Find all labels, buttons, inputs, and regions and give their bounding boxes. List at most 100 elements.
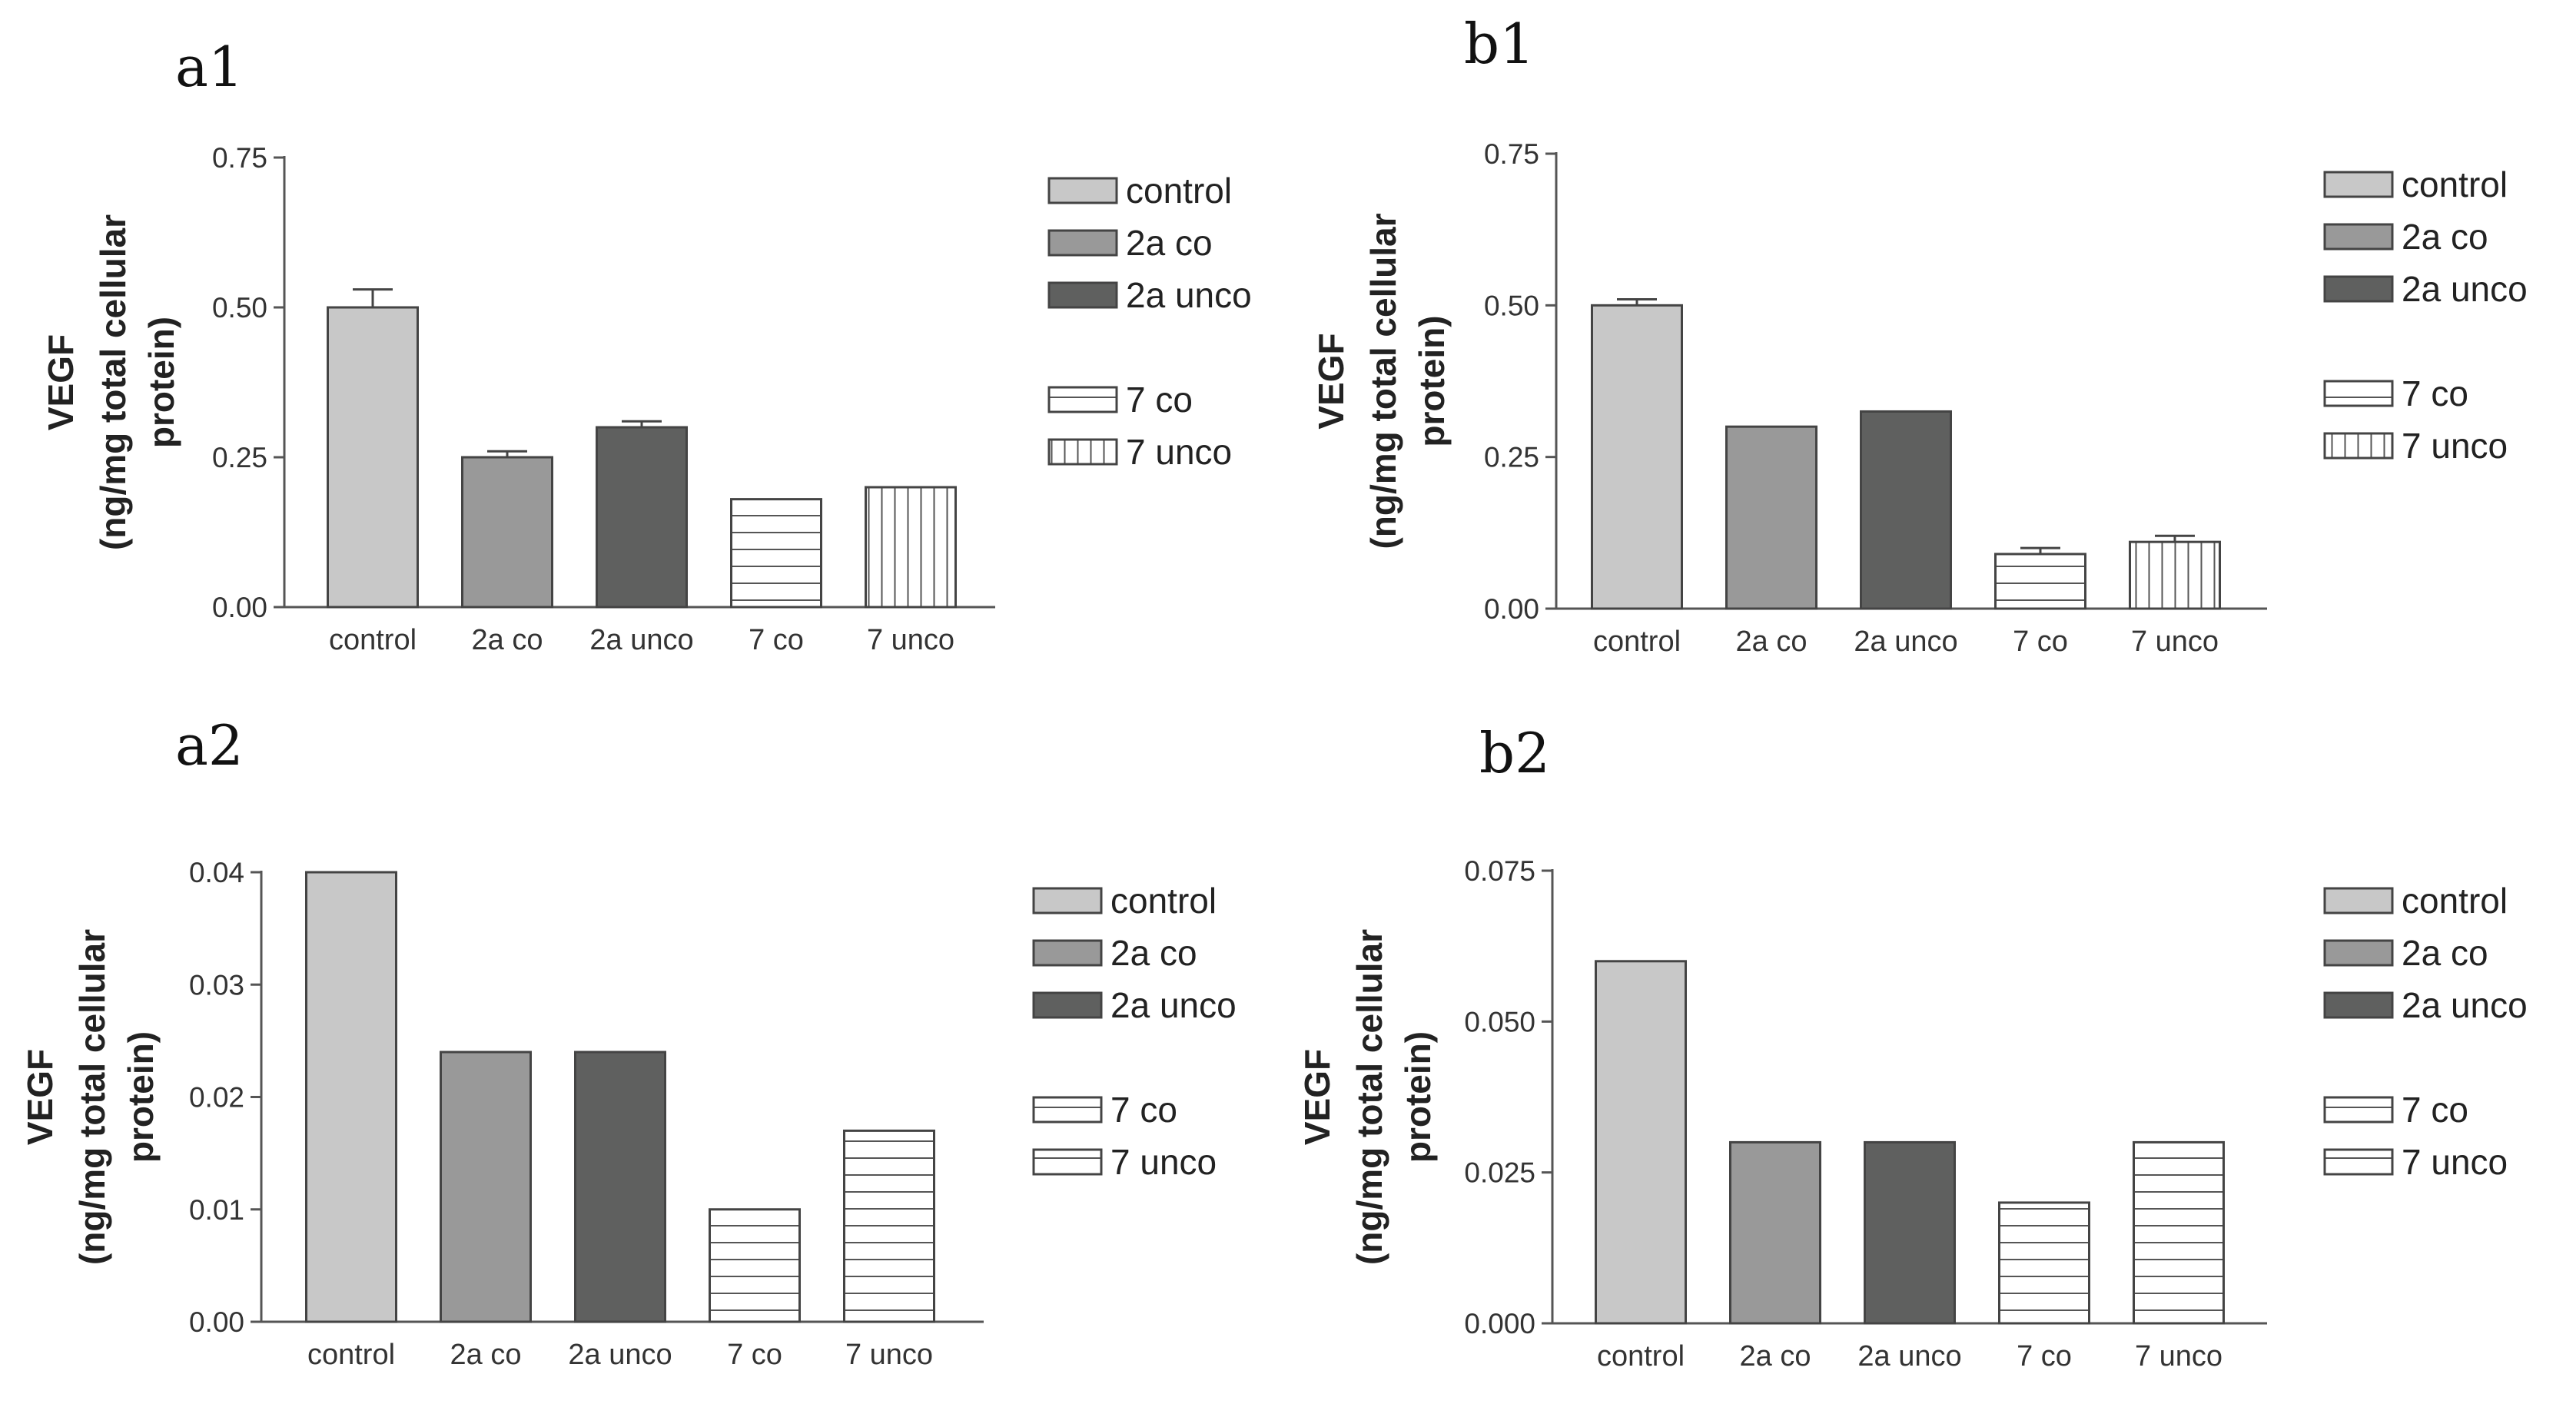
legend-label: control xyxy=(1126,171,1232,211)
legend-swatch xyxy=(1032,1096,1103,1124)
bar-control xyxy=(1591,304,1683,610)
bar-7-unco xyxy=(865,486,957,609)
x-tick-label: 2a co xyxy=(1736,626,1808,658)
y-tick-label: 0.00 xyxy=(1484,593,1539,625)
y-axis-label: VEGF xyxy=(1297,1049,1337,1145)
chart-panel-b2: b2 VEGF (ng/mg total cellular protein) 0.000… xyxy=(1297,721,2528,1373)
legend-label: 2a unco xyxy=(2402,985,2528,1025)
x-tick-label: 2a co xyxy=(472,624,543,656)
y-tick-label: 0.25 xyxy=(212,442,267,473)
y-tick-label: 0.01 xyxy=(189,1194,244,1226)
bar-2a-unco xyxy=(596,426,688,609)
x-tick-label: control xyxy=(329,624,417,656)
y-tick-label: 0.25 xyxy=(1484,442,1539,473)
x-tick-label: control xyxy=(1597,1340,1685,1373)
x-tick-label: 7 co xyxy=(2017,1340,2072,1373)
legend-swatch xyxy=(2323,887,2394,914)
legend-swatch xyxy=(1032,991,1103,1019)
x-tick-label: 2a unco xyxy=(568,1339,672,1371)
legend-label: 7 unco xyxy=(1110,1142,1217,1182)
legend-label: 2a co xyxy=(2402,933,2488,973)
legend-label: 7 co xyxy=(1110,1090,1177,1130)
legend-swatch xyxy=(1032,887,1103,914)
chart-panel-a2: a2 VEGF (ng/mg total cellular protein) 0.00 0… xyxy=(20,713,1237,1371)
panel-label: a1 xyxy=(175,35,244,99)
legend-swatch xyxy=(1047,386,1118,413)
y-tick-label: 0.00 xyxy=(189,1306,244,1338)
y-tick-label: 0.75 xyxy=(212,142,267,174)
x-tick-label: 7 co xyxy=(749,624,804,656)
legend-label: 7 unco xyxy=(2402,426,2508,466)
bar-control xyxy=(305,871,397,1323)
bar-7-unco xyxy=(843,1129,935,1323)
legend-swatch xyxy=(1032,939,1103,967)
legend-swatch xyxy=(2323,171,2394,198)
legend-swatch xyxy=(1047,281,1118,309)
y-axis-label: (ng/mg total cellular xyxy=(72,929,112,1265)
legend-swatch xyxy=(2323,939,2394,967)
legend-label: control xyxy=(2402,881,2508,921)
legend-label: 7 unco xyxy=(1126,432,1232,472)
bar-7-co xyxy=(709,1208,801,1323)
x-tick-label: 2a co xyxy=(1740,1340,1811,1373)
y-axis-label: (ng/mg total cellular xyxy=(1363,213,1403,549)
legend-swatch xyxy=(2323,223,2394,251)
bar-2a-co xyxy=(440,1051,532,1323)
x-tick-label: control xyxy=(1593,626,1681,658)
y-axis-label: VEGF xyxy=(41,334,81,430)
panel-label: b2 xyxy=(1479,721,1550,785)
x-tick-label: 7 co xyxy=(727,1339,782,1371)
legend-label: control xyxy=(1110,881,1217,921)
bar-2a-co xyxy=(1729,1140,1821,1325)
legend-swatch xyxy=(2323,1148,2394,1176)
panel-label: a2 xyxy=(175,713,244,778)
y-axis-label: protein) xyxy=(141,317,181,448)
y-tick-label: 0.025 xyxy=(1464,1157,1535,1189)
y-axis-label: VEGF xyxy=(20,1049,60,1145)
x-tick-label: control xyxy=(307,1339,395,1371)
legend-swatch xyxy=(2323,275,2394,303)
bar-7-co xyxy=(730,498,822,609)
y-tick-label: 0.50 xyxy=(212,292,267,324)
legend-swatch xyxy=(2323,432,2394,460)
legend-label: 2a co xyxy=(1110,933,1197,973)
x-tick-label: 7 unco xyxy=(2131,626,2219,658)
legend-label: 2a unco xyxy=(2402,269,2528,309)
x-tick-label: 7 unco xyxy=(845,1339,933,1371)
y-tick-label: 0.02 xyxy=(189,1082,244,1114)
bar-7-co xyxy=(1994,553,2086,610)
bar-7-unco xyxy=(2133,1140,2225,1325)
x-tick-label: 7 unco xyxy=(2135,1340,2222,1373)
bar-2a-unco xyxy=(1860,410,1952,610)
legend-label: 7 co xyxy=(1126,380,1193,420)
x-tick-label: 7 unco xyxy=(867,624,954,656)
legend-swatch xyxy=(2323,380,2394,407)
y-tick-label: 0.75 xyxy=(1484,138,1539,170)
y-tick-label: 0.50 xyxy=(1484,290,1539,321)
legend-swatch xyxy=(1047,229,1118,257)
y-axis-label: VEGF xyxy=(1311,333,1351,429)
legend-label: 7 unco xyxy=(2402,1142,2508,1182)
legend-swatch xyxy=(1032,1148,1103,1176)
bar-7-co xyxy=(1998,1201,2090,1325)
legend-label: 2a co xyxy=(2402,217,2488,257)
bar-control xyxy=(1595,960,1687,1325)
legend-label: 7 co xyxy=(2402,1090,2468,1130)
x-tick-label: 2a unco xyxy=(1857,1340,1961,1373)
legend-swatch xyxy=(1047,438,1118,466)
y-tick-label: 0.03 xyxy=(189,969,244,1001)
legend-label: control xyxy=(2402,164,2508,204)
y-tick-label: 0.000 xyxy=(1464,1308,1535,1339)
chart-panel-b1: b1 VEGF (ng/mg total cellular protein) 0.00 0… xyxy=(1311,12,2528,658)
bar-2a-unco xyxy=(574,1051,666,1323)
legend-swatch xyxy=(1047,177,1118,204)
legend-label: 2a unco xyxy=(1110,985,1237,1025)
legend-label: 2a co xyxy=(1126,223,1213,263)
x-tick-label: 7 co xyxy=(2013,626,2068,658)
panel-label: b1 xyxy=(1464,12,1535,76)
y-axis-label: protein) xyxy=(1398,1031,1438,1163)
legend-label: 2a unco xyxy=(1126,275,1252,315)
x-tick-label: 2a unco xyxy=(1854,626,1957,658)
chart-panel-a1: a1 VEGF (ng/mg total cellular protein) 0.00 0… xyxy=(41,35,1252,656)
y-axis-label: protein) xyxy=(121,1031,161,1163)
